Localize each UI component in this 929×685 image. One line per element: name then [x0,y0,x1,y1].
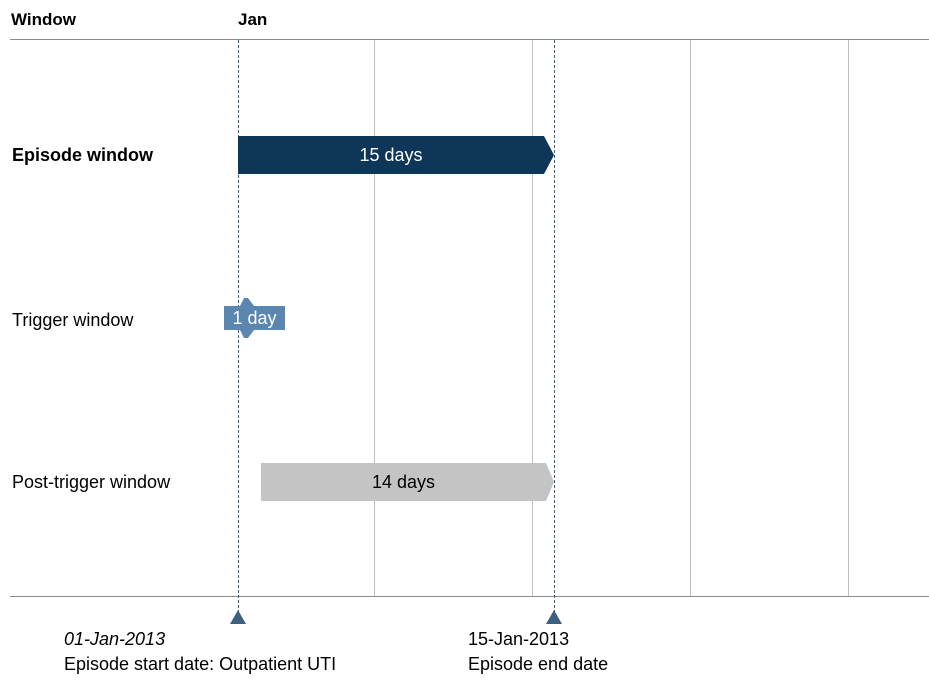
row-label-trigger-window: Trigger window [12,310,134,330]
bottom-axis-line [10,596,929,597]
post-trigger-bar-shape [261,463,554,501]
row-label-episode-window: Episode window [12,145,154,165]
start-date-label: 01-Jan-2013 [64,629,166,649]
trigger-window-bar-label: 1 day [232,307,277,328]
post-trigger-window-bar-label: 14 days [371,471,436,492]
end-triangle-marker-icon [546,610,562,624]
top-axis-line [10,39,929,40]
episode-window-bar-label: 15 days [359,144,423,165]
month-header: Jan [238,10,268,29]
trigger-bar-shape [224,298,285,338]
start-triangle-marker-icon [230,610,246,624]
start-date-description: Episode start date: Outpatient UTI [64,654,337,674]
gridline [532,40,533,596]
post-trigger-window-bar: 14 days [261,463,554,501]
end-date-description: Episode end date [468,654,609,674]
window-column-header: Window [11,10,76,29]
row-label-post-trigger-window: Post-trigger window [12,472,171,492]
end-date-label: 15-Jan-2013 [468,629,570,649]
episode-bar-shape [238,136,554,174]
episode-window-bar: 15 days [238,136,554,174]
gridline [690,40,691,596]
gridline [848,40,849,596]
gridline [374,40,375,596]
trigger-window-bar: 1 day [224,298,285,338]
episode-end-dashed-line [554,40,555,613]
